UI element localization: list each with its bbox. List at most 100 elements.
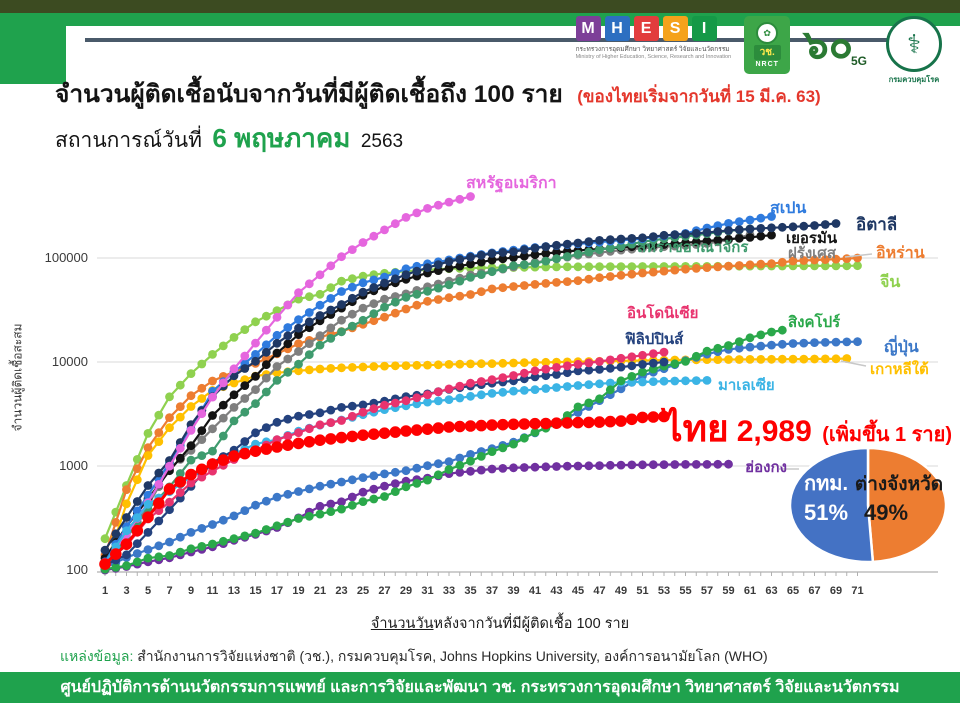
series-label-spain: สเปน xyxy=(770,200,806,217)
series-label-italy: อิตาลี xyxy=(856,214,897,234)
svg-text:57: 57 xyxy=(701,585,713,597)
series-philippines xyxy=(100,357,669,570)
label-leader-lines xyxy=(779,253,873,470)
svg-text:9: 9 xyxy=(188,585,194,597)
pie-label-bangkok: กทม. xyxy=(804,473,848,495)
series-label-japan: ญี่ปุ่น xyxy=(884,335,919,357)
svg-text:10000: 10000 xyxy=(52,354,88,369)
svg-text:17: 17 xyxy=(271,585,283,597)
svg-text:31: 31 xyxy=(421,585,433,597)
svg-text:71: 71 xyxy=(851,585,863,597)
footer-bar: ศูนย์ปฏิบัติการด้านนวัตกรรมการแพทย์ และก… xyxy=(0,672,960,703)
sixty-5g-tag: 5G xyxy=(850,54,867,68)
sixty-numerals: ๖๐ xyxy=(803,23,853,67)
mhesi-letter-s: S xyxy=(662,16,688,41)
svg-text:35: 35 xyxy=(464,585,476,597)
svg-text:69: 69 xyxy=(830,585,842,597)
subtitle-year: 2563 xyxy=(360,131,404,152)
svg-text:37: 37 xyxy=(486,585,498,597)
mhesi-letter-squares: M H E S I xyxy=(575,16,717,41)
x-tick-labels: 1 3 5 7 9 11 13 15 17 19 21 23 25 27 29 31 33 35 37 39 41 43 4… xyxy=(102,585,864,597)
series-label-germany: เยอรมัน xyxy=(786,230,838,247)
pie-value-provinces: 49% xyxy=(864,500,908,525)
svg-text:63: 63 xyxy=(765,585,777,597)
mhesi-letter-m: M xyxy=(575,16,601,41)
x-axis-title-underlined: จำนวนวัน xyxy=(370,616,434,632)
pie-slice-bangkok xyxy=(788,446,875,564)
series-label-china: จีน xyxy=(879,272,900,291)
caduceus-icon: ⚕ xyxy=(886,16,942,72)
page-title-line: จำนวนผู้ติดเชื้อนับจากวันที่มีผู้ติดเชื้… xyxy=(55,74,821,113)
source-line: แหล่งข้อมูล: สำนักงานการวิจัยแห่งชาติ (ว… xyxy=(60,646,768,668)
pie-label-provinces: ต่างจังหวัด xyxy=(855,474,943,495)
svg-text:3: 3 xyxy=(123,585,129,597)
footer-text: ศูนย์ปฏิบัติการด้านนวัตกรรมการแพทย์ และก… xyxy=(60,679,900,696)
series-singapore xyxy=(100,325,787,574)
top-dark-bar xyxy=(0,0,960,13)
y-tick-labels: 100 1000 10000 100000 xyxy=(45,250,88,577)
x-axis-title-rest: หลังจากวันที่มีผู้ติดเชื้อ 100 ราย xyxy=(433,616,630,632)
page-title-note: (ของไทยเริ่มจากวันที่ 15 มี.ค. 63) xyxy=(577,87,821,106)
svg-text:33: 33 xyxy=(443,585,455,597)
svg-text:59: 59 xyxy=(722,585,734,597)
thailand-annotation-note: (เพิ่มขึ้น 1 ราย) xyxy=(822,424,953,446)
nrct-abbr: วช. xyxy=(753,45,781,60)
svg-text:45: 45 xyxy=(572,585,584,597)
svg-text:49: 49 xyxy=(615,585,627,597)
pie-slice-provinces xyxy=(866,446,948,564)
svg-text:21: 21 xyxy=(314,585,326,597)
nrct-logo: ✿ วช. NRCT xyxy=(744,16,791,74)
series-plot xyxy=(99,192,862,575)
svg-text:5: 5 xyxy=(145,585,151,597)
subtitle-date: 6 พฤษภาคม xyxy=(212,123,351,153)
svg-text:15: 15 xyxy=(249,585,261,597)
svg-text:55: 55 xyxy=(679,585,691,597)
series-label-hongkong: ฮ่องกง xyxy=(745,459,787,476)
series-label-iran: อิหร่าน xyxy=(876,244,925,262)
svg-text:19: 19 xyxy=(292,585,304,597)
mhesi-letter-i: I xyxy=(691,16,717,41)
svg-text:25: 25 xyxy=(357,585,369,597)
svg-text:65: 65 xyxy=(787,585,799,597)
series-label-malaysia: มาเลเซีย xyxy=(718,377,775,394)
bkk-province-pie: กทม. 51% ต่างจังหวัด 49% xyxy=(788,446,948,564)
svg-text:100: 100 xyxy=(66,562,88,577)
source-label: แหล่งข้อมูล: xyxy=(60,648,134,664)
thailand-annotation: ไทย 2,989 (เพิ่มขึ้น 1 ราย) xyxy=(664,399,952,458)
svg-text:51: 51 xyxy=(636,585,648,597)
series-label-uk: สหราชอาณาจักร xyxy=(637,239,749,256)
page-title: จำนวนผู้ติดเชื้อนับจากวันที่มีผู้ติดเชื้… xyxy=(55,81,563,108)
mhesi-thai-name: กระทรวงการอุดมศึกษา วิทยาศาสตร์ วิจัยและ… xyxy=(575,46,730,53)
svg-text:100000: 100000 xyxy=(45,250,88,265)
svg-text:1: 1 xyxy=(102,585,108,597)
svg-text:39: 39 xyxy=(507,585,519,597)
y-axis-title: จำนวนผู้ติดเชื้อสะสม xyxy=(10,323,25,432)
page-subtitle-line: สถานการณ์วันที่ 6 พฤษภาคม 2563 xyxy=(55,118,403,159)
mhesi-english-name: Ministry of Higher Education, Science, R… xyxy=(575,54,732,60)
svg-text:53: 53 xyxy=(658,585,670,597)
svg-text:43: 43 xyxy=(550,585,562,597)
logo-row: M H E S I กระทรวงการอุดมศึกษา วิทยาศาสตร… xyxy=(575,16,950,86)
source-text: สำนักงานการวิจัยแห่งชาติ (วช.), กรมควบคุ… xyxy=(137,648,768,664)
pie-value-bangkok: 51% xyxy=(804,500,848,525)
svg-text:47: 47 xyxy=(593,585,605,597)
subtitle-prefix: สถานการณ์วันที่ xyxy=(55,129,202,152)
series-label-korea: เกาหลีใต้ xyxy=(870,360,929,378)
series-label-usa: สหรัฐอเมริกา xyxy=(466,174,557,193)
ddc-logo: ⚕ กรมควบคุมโรค xyxy=(878,16,950,86)
svg-text:1000: 1000 xyxy=(59,458,88,473)
svg-text:67: 67 xyxy=(808,585,820,597)
svg-text:11: 11 xyxy=(207,585,219,597)
svg-text:61: 61 xyxy=(744,585,756,597)
series-label-indonesia: อินโดนิเซีย xyxy=(627,303,698,322)
x-axis xyxy=(97,571,938,576)
series-label-france: ฝรั่งเศส xyxy=(788,242,837,262)
thailand-annotation-name: ไทย xyxy=(664,408,729,449)
green-accent-band xyxy=(0,13,960,26)
nrct-name: NRCT xyxy=(755,61,779,68)
mhesi-letter-h: H xyxy=(604,16,630,41)
green-accent-block xyxy=(0,13,66,84)
